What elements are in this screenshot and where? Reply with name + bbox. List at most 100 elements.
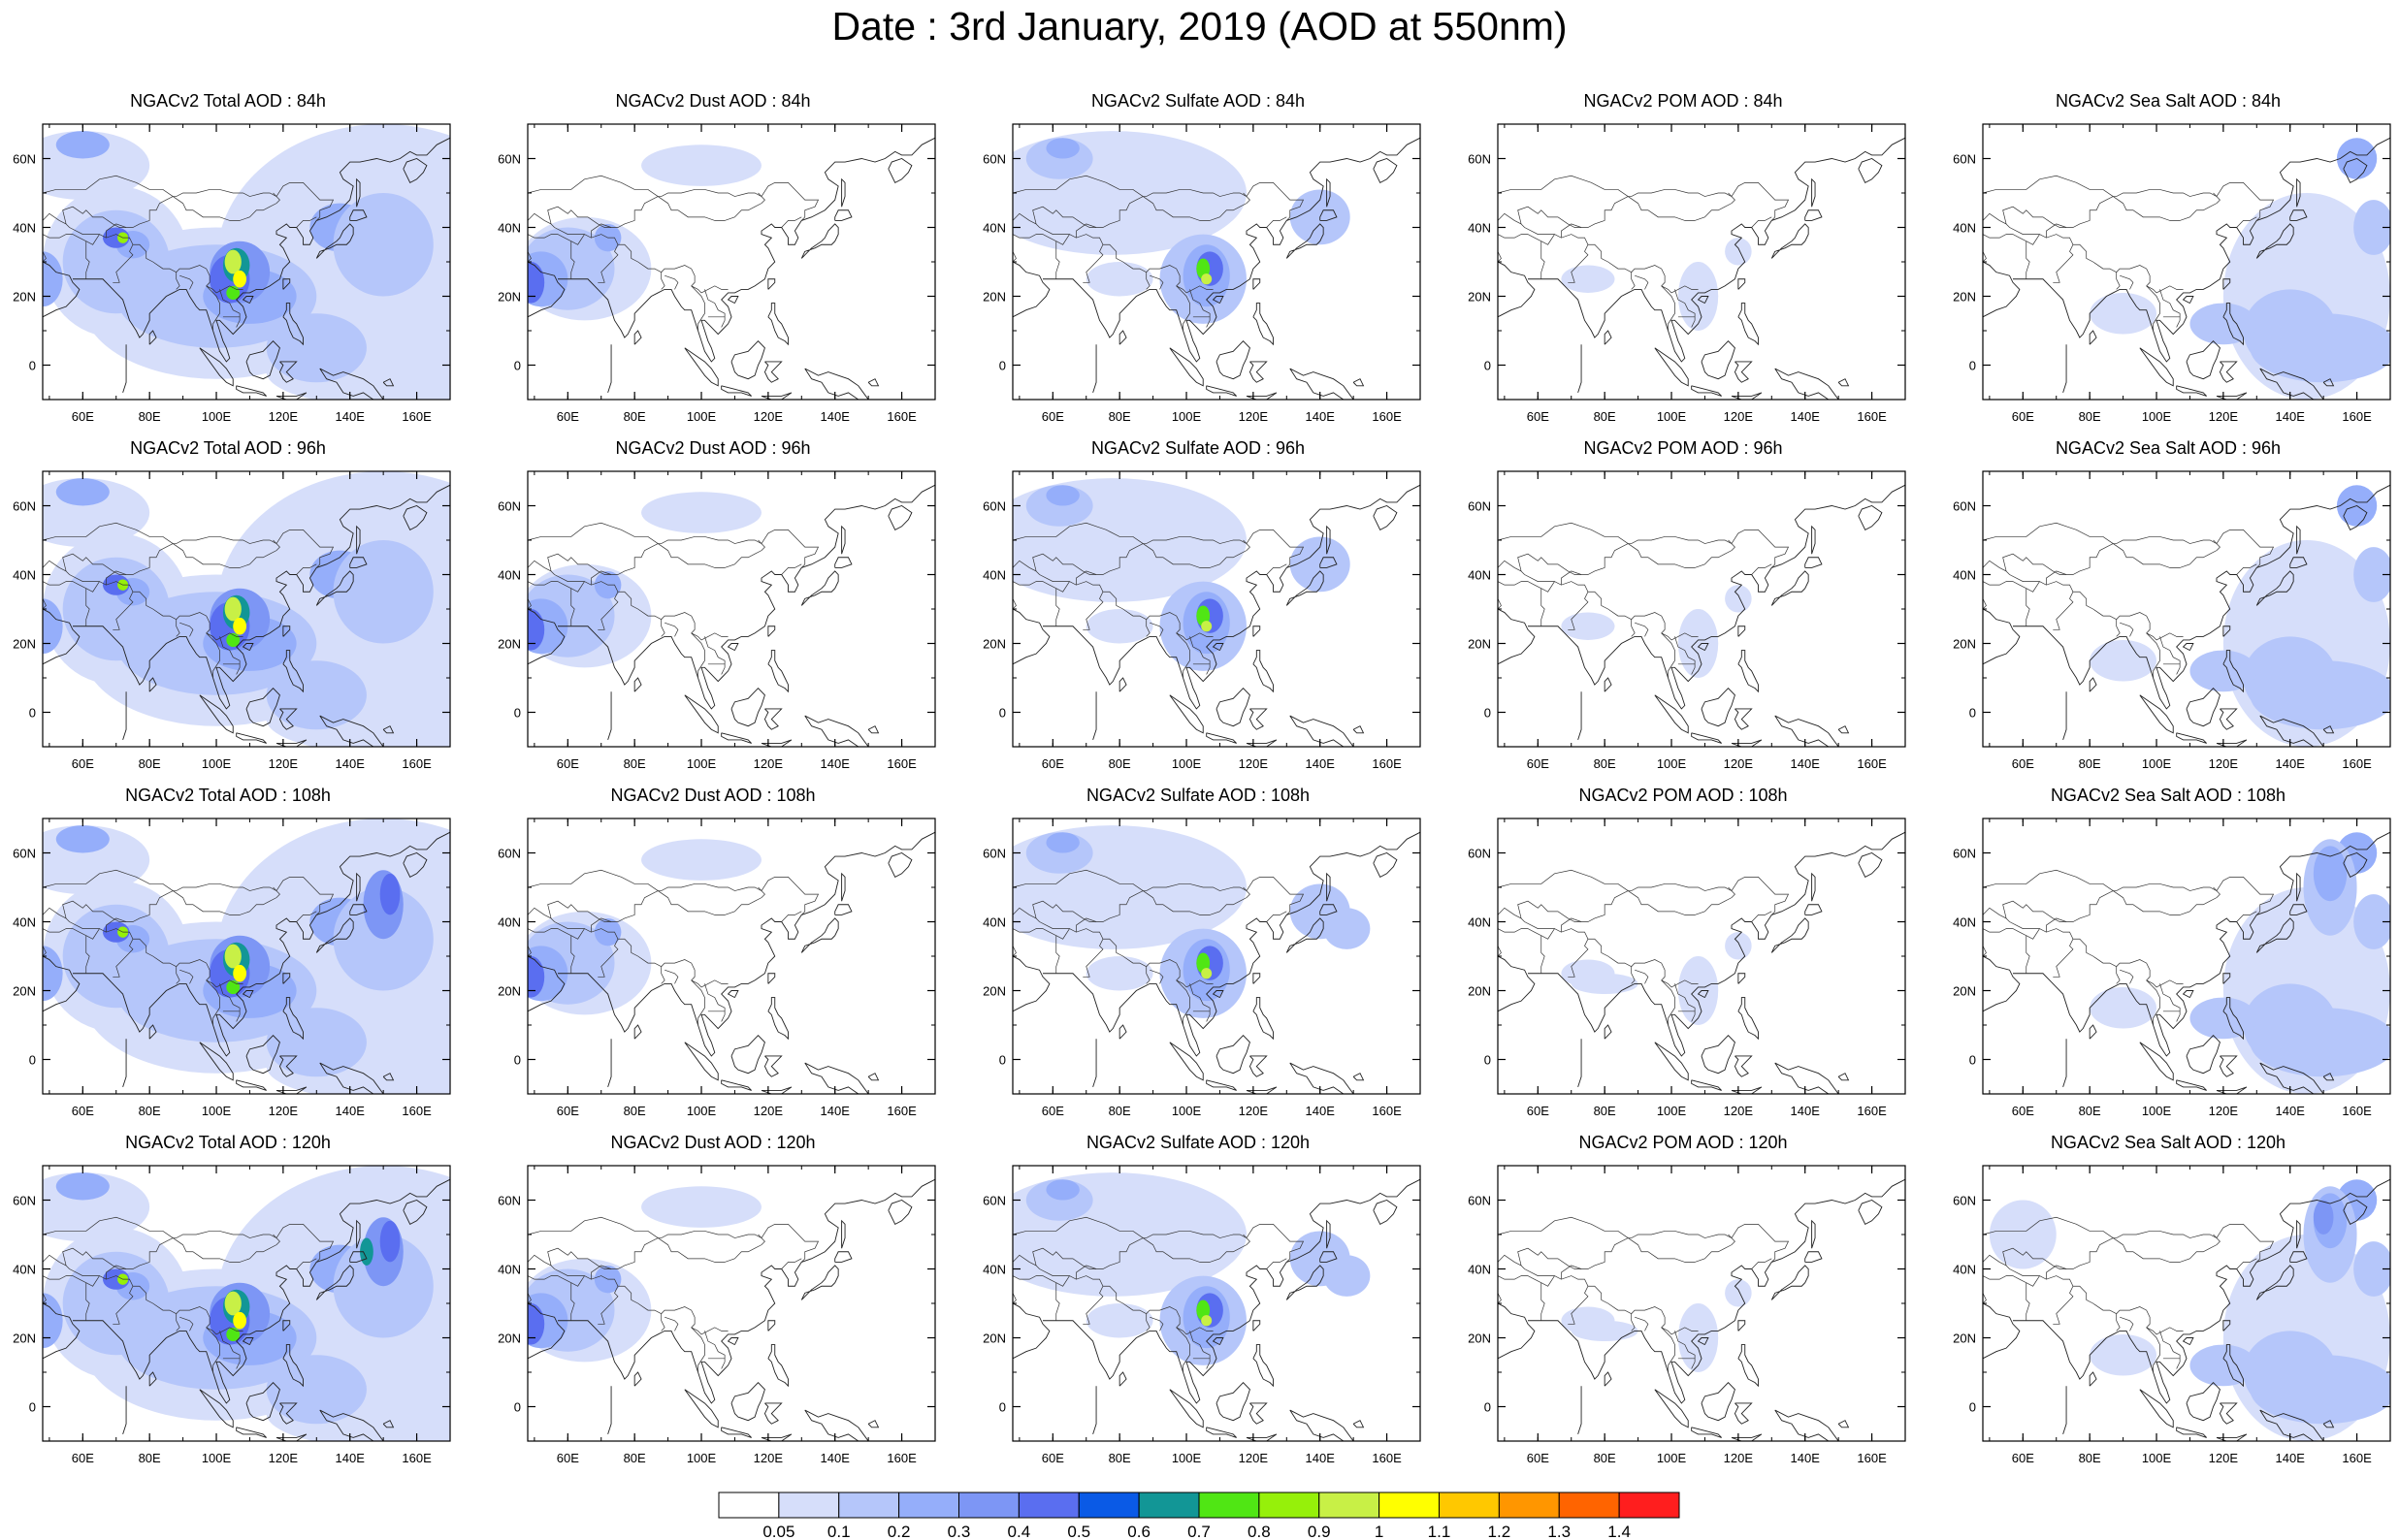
colorbar-swatch <box>1258 1492 1320 1519</box>
coastline <box>841 1219 846 1249</box>
aod-contour <box>1323 1255 1371 1297</box>
lat-tick-label: 40N <box>498 568 521 583</box>
aod-contour <box>2313 1200 2334 1235</box>
lon-tick-label: 100E <box>1657 1451 1687 1465</box>
figure-title: Date : 3rd January, 2019 (AOD at 550nm) <box>831 4 1568 48</box>
aod-contour <box>2189 303 2257 345</box>
map-panel-sulfate-row2: NGACv2 Sulfate AOD : 96h 60E 80E 100E 120E 14… <box>970 434 1426 791</box>
country-border <box>132 243 243 294</box>
lon-tick-label: 100E <box>1657 756 1687 771</box>
lon-tick-label: 100E <box>1172 1451 1202 1465</box>
coastline <box>245 340 280 380</box>
country-border <box>43 181 335 228</box>
colorbar-swatch <box>778 1492 840 1519</box>
lat-tick-label: 0 <box>1484 1053 1491 1068</box>
lon-tick-label: 160E <box>1372 1104 1402 1118</box>
coastline <box>1983 1302 2021 1360</box>
coastline <box>2012 137 2390 363</box>
coastline <box>1373 505 1398 530</box>
coastline <box>1734 1055 1753 1077</box>
coastline <box>1252 650 1274 693</box>
country-border <box>1013 598 1017 610</box>
map: 60E 80E 100E 120E 140E 160E 60N 40N 20N 0 <box>498 1165 936 1465</box>
panel-title: NGACv2 Sulfate AOD : 108h <box>1086 786 1311 805</box>
lat-tick-label: 0 <box>999 359 1006 373</box>
country-border <box>691 1327 705 1372</box>
country-border <box>2159 289 2181 328</box>
lon-tick-label: 100E <box>687 1104 717 1118</box>
country-border <box>179 622 194 637</box>
map: 60E 80E 100E 120E 140E 160E 60N 40N 20N 0 <box>983 818 1421 1118</box>
country-border <box>1035 917 1070 929</box>
country-border <box>1176 285 1190 331</box>
panel-title: NGACv2 Sea Salt AOD : 96h <box>2055 438 2282 458</box>
country-border <box>296 563 317 575</box>
coastline <box>2219 1402 2238 1425</box>
aod-contour <box>2353 547 2390 602</box>
lon-tick-label: 120E <box>754 1104 784 1118</box>
coastline <box>1654 1389 1689 1428</box>
coastline <box>1289 715 1354 747</box>
lat-tick-label: 20N <box>983 984 1006 999</box>
lon-tick-label: 80E <box>139 1104 161 1118</box>
colorbar-label: 0.2 <box>888 1523 911 1540</box>
lon-tick-label: 140E <box>2276 1104 2306 1118</box>
coastline <box>1373 852 1398 878</box>
coastline <box>199 1042 234 1081</box>
coastline <box>804 368 869 400</box>
coastline <box>1734 708 1753 730</box>
aerosol-field <box>1983 1178 2390 1441</box>
aod-contour <box>233 617 247 635</box>
coastline <box>1737 973 1746 984</box>
lon-tick-label: 160E <box>1857 409 1887 424</box>
lat-tick-label: 20N <box>13 637 36 652</box>
country-border <box>661 1313 665 1331</box>
lat-tick-label: 60N <box>983 152 1006 167</box>
coastline <box>1858 1200 1883 1225</box>
coastline <box>761 392 793 400</box>
coastline <box>557 484 935 710</box>
coastline <box>727 990 739 998</box>
coastline <box>1837 378 1850 387</box>
map-panel-pom-row2: NGACv2 POM AOD : 96h 60E 80E 100E 120E 140E 16… <box>1455 434 1911 791</box>
aod-contour <box>1725 932 1752 960</box>
lat-tick-label: 20N <box>1953 290 1976 305</box>
coastline <box>1013 261 1051 318</box>
aerosol-field <box>43 471 450 747</box>
lat-tick-label: 40N <box>1953 221 1976 236</box>
country-border <box>2072 591 2184 641</box>
map-panel-seasalt-row1: NGACv2 Sea Salt AOD : 84h 60E 80E 100E 120E 1… <box>1940 87 2396 444</box>
coastline <box>1734 361 1753 383</box>
country-border <box>1035 1265 1070 1276</box>
lat-tick-label: 60N <box>13 847 36 861</box>
country-border <box>1013 175 1144 197</box>
country-border <box>1102 243 1214 294</box>
coastline <box>245 1035 280 1075</box>
lat-tick-label: 20N <box>1468 290 1491 305</box>
coastline <box>1373 158 1398 183</box>
coastline <box>1737 650 1759 693</box>
coastline <box>315 917 354 953</box>
lat-tick-label: 20N <box>1468 984 1491 999</box>
country-border <box>1013 946 1017 957</box>
country-border <box>2046 223 2067 239</box>
country-border <box>1498 175 1629 197</box>
lon-tick-label: 100E <box>202 1451 232 1465</box>
country-border <box>219 983 241 1022</box>
country-border <box>219 1331 241 1369</box>
lon-tick-label: 60E <box>2012 1104 2034 1118</box>
country-border <box>591 1265 612 1280</box>
coastline <box>684 1389 719 1428</box>
country-border <box>132 591 243 641</box>
lat-tick-label: 40N <box>498 221 521 236</box>
coastline <box>557 831 935 1057</box>
coastline <box>282 303 304 346</box>
coastline <box>2182 990 2194 998</box>
country-border <box>206 632 220 678</box>
coastline <box>2089 1371 2097 1387</box>
country-border <box>2120 969 2134 984</box>
country-border <box>2146 632 2160 678</box>
coastline <box>1697 990 1709 998</box>
lat-tick-label: 60N <box>1468 1194 1491 1208</box>
lon-tick-label: 120E <box>754 756 784 771</box>
